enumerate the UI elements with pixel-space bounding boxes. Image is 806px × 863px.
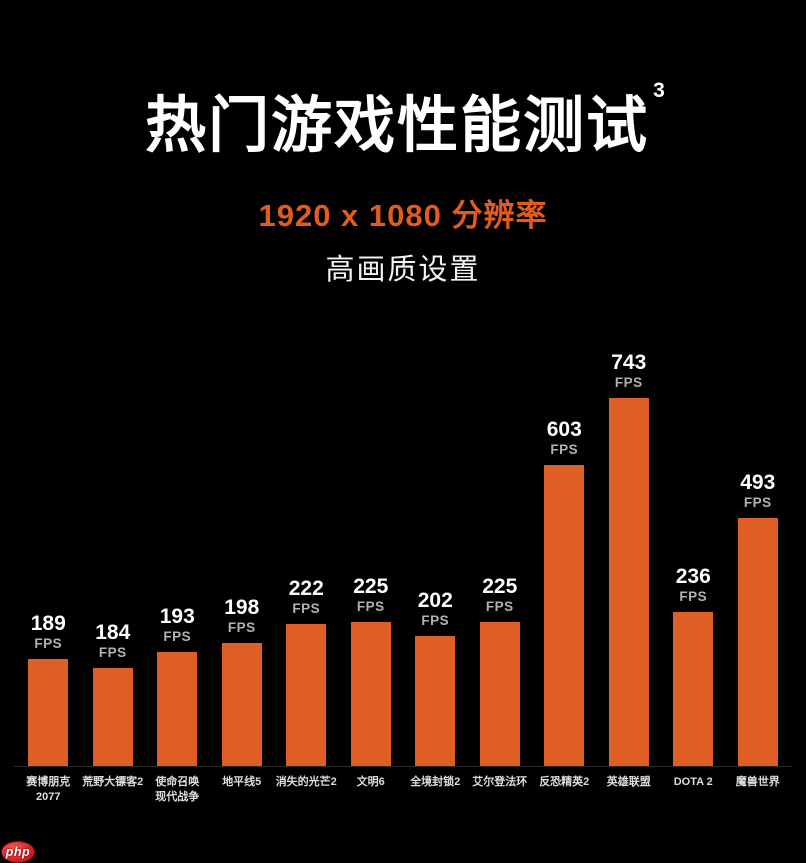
bar-column: 222 FPS 消失的光芒2 bbox=[274, 577, 339, 788]
bar bbox=[221, 643, 262, 766]
page-title-text: 热门游戏性能测试 bbox=[145, 91, 650, 159]
bar-column: 184 FPS 荒野大镖客2 bbox=[81, 621, 146, 788]
bar-value-number: 184 bbox=[95, 621, 131, 644]
bar-column: 225 FPS 艾尔登法环 bbox=[468, 575, 533, 788]
bar-value-unit: FPS bbox=[227, 620, 256, 635]
bar-value-number: 225 bbox=[482, 575, 518, 598]
bar-column: 603 FPS 反恐精英2 bbox=[532, 418, 597, 788]
bar bbox=[157, 652, 198, 766]
bar-value-label: 189 FPS bbox=[31, 612, 66, 652]
bar-column: 743 FPS 英雄联盟 bbox=[597, 351, 662, 788]
footnote-marker: 3 bbox=[653, 78, 665, 102]
bar-value-unit: FPS bbox=[292, 601, 321, 616]
bar-column: 198 FPS 地平线5 bbox=[210, 596, 275, 788]
category-label: 地平线5 bbox=[222, 776, 262, 788]
category-label: 消失的光芒2 bbox=[275, 776, 337, 788]
bar-column: 193 FPS 使命召唤 现代战争 bbox=[145, 605, 210, 803]
chart-baseline bbox=[14, 766, 792, 767]
bar-value-unit: FPS bbox=[679, 589, 708, 604]
category-label: 魔兽世界 bbox=[735, 776, 780, 788]
php-watermark-text: php bbox=[5, 845, 31, 859]
bar-value-label: 202 FPS bbox=[418, 589, 453, 629]
bar bbox=[92, 668, 133, 766]
bar-value-number: 198 bbox=[224, 596, 260, 619]
bar-value-label: 193 FPS bbox=[160, 605, 195, 645]
bar-value-unit: FPS bbox=[34, 636, 63, 651]
php-watermark-logo: php bbox=[1, 841, 35, 863]
category-label: 英雄联盟 bbox=[606, 776, 651, 788]
bar-value-label: 225 FPS bbox=[482, 575, 517, 615]
category-label: 反恐精英2 bbox=[539, 776, 590, 788]
bar-value-number: 225 bbox=[353, 575, 389, 598]
bar-value-number: 236 bbox=[675, 565, 711, 588]
bar-value-unit: FPS bbox=[163, 629, 192, 644]
bar-value-unit: FPS bbox=[550, 442, 579, 457]
bar bbox=[415, 636, 456, 766]
bar-value-label: 603 FPS bbox=[547, 418, 582, 458]
bar-value-unit: FPS bbox=[421, 613, 450, 628]
bar-value-unit: FPS bbox=[98, 645, 127, 660]
bar bbox=[479, 622, 520, 766]
category-label: 赛博朋克 2077 bbox=[26, 776, 71, 803]
bar-column: 189 FPS 赛博朋克 2077 bbox=[16, 612, 81, 803]
category-label: 全境封锁2 bbox=[410, 776, 461, 788]
bar-value-label: 225 FPS bbox=[353, 575, 388, 615]
bar-column: 202 FPS 全境封锁2 bbox=[403, 589, 468, 788]
bar bbox=[350, 622, 391, 766]
bar bbox=[286, 624, 327, 766]
bar bbox=[673, 612, 714, 766]
category-label: 文明6 bbox=[356, 776, 385, 788]
category-label: DOTA 2 bbox=[673, 776, 713, 788]
bar-value-label: 198 FPS bbox=[224, 596, 259, 636]
bar-value-unit: FPS bbox=[485, 599, 514, 614]
bar bbox=[737, 518, 778, 766]
bar-value-unit: FPS bbox=[356, 599, 385, 614]
bar-column: 225 FPS 文明6 bbox=[339, 575, 404, 788]
bar-column: 236 FPS DOTA 2 bbox=[661, 565, 726, 788]
bar-value-label: 743 FPS bbox=[611, 351, 646, 391]
bar-value-unit: FPS bbox=[743, 495, 772, 510]
bar-chart: 189 FPS 赛博朋克 2077 184 FPS 荒野大镖客2 193 FPS 使命召唤 现代战争… bbox=[16, 351, 791, 803]
category-label: 艾尔登法环 bbox=[472, 776, 528, 788]
category-label: 使命召唤 现代战争 bbox=[155, 776, 200, 803]
subtitle-resolution: 1920 x 1080 分辨率 bbox=[258, 198, 548, 234]
bar-value-unit: FPS bbox=[614, 375, 643, 390]
bar bbox=[28, 659, 69, 766]
bar-value-number: 202 bbox=[417, 589, 453, 612]
bar bbox=[544, 465, 585, 766]
bar-value-label: 184 FPS bbox=[95, 621, 130, 661]
bar-value-number: 493 bbox=[740, 471, 776, 494]
bar-value-number: 189 bbox=[30, 612, 66, 635]
bar-value-number: 603 bbox=[546, 418, 582, 441]
category-label: 荒野大镖客2 bbox=[82, 776, 144, 788]
bar-value-label: 493 FPS bbox=[740, 471, 775, 511]
bar-value-number: 193 bbox=[159, 605, 195, 628]
page-title: 热门游戏性能测试3 bbox=[145, 79, 665, 160]
bar-value-label: 236 FPS bbox=[676, 565, 711, 605]
bar-column: 493 FPS 魔兽世界 bbox=[726, 471, 791, 788]
bar-value-label: 222 FPS bbox=[289, 577, 324, 617]
bar-value-number: 743 bbox=[611, 351, 647, 374]
header: 热门游戏性能测试3 1920 x 1080 分辨率 高画质设置 bbox=[0, 0, 806, 288]
bar-value-number: 222 bbox=[288, 577, 324, 600]
subtitle-quality: 高画质设置 bbox=[325, 254, 481, 287]
bar bbox=[608, 398, 649, 766]
